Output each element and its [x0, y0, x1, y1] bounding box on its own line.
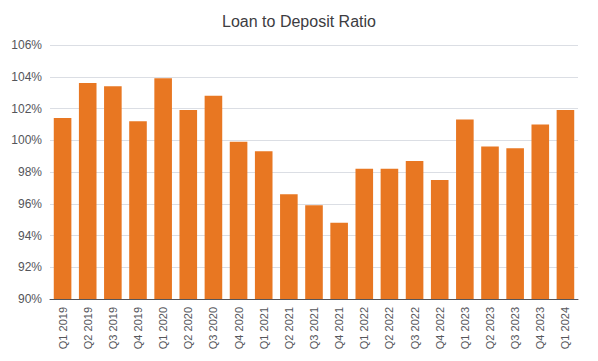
- svg-text:92%: 92%: [18, 260, 42, 274]
- svg-text:Q2 2020: Q2 2020: [182, 307, 194, 349]
- svg-text:Q1 2020: Q1 2020: [157, 307, 169, 349]
- svg-text:Q2 2023: Q2 2023: [484, 307, 496, 349]
- svg-text:Q4 2019: Q4 2019: [132, 307, 144, 349]
- svg-text:Q4 2021: Q4 2021: [333, 307, 345, 349]
- svg-text:Q1 2022: Q1 2022: [358, 307, 370, 349]
- svg-text:96%: 96%: [18, 197, 42, 211]
- svg-text:Q1 2019: Q1 2019: [57, 307, 69, 349]
- svg-text:Q3 2021: Q3 2021: [308, 307, 320, 349]
- svg-text:Q3 2019: Q3 2019: [107, 307, 119, 349]
- svg-text:98%: 98%: [18, 165, 42, 179]
- svg-text:Loan to Deposit Ratio: Loan to Deposit Ratio: [222, 13, 376, 30]
- svg-text:94%: 94%: [18, 229, 42, 243]
- svg-text:Q2 2021: Q2 2021: [283, 307, 295, 349]
- svg-text:Q1 2023: Q1 2023: [459, 307, 471, 349]
- svg-text:Q1 2021: Q1 2021: [258, 307, 270, 349]
- svg-text:Q3 2022: Q3 2022: [409, 307, 421, 349]
- svg-text:100%: 100%: [11, 133, 42, 147]
- svg-text:Q4 2020: Q4 2020: [233, 307, 245, 349]
- svg-text:Q4 2022: Q4 2022: [434, 307, 446, 349]
- svg-text:90%: 90%: [18, 292, 42, 306]
- svg-text:104%: 104%: [11, 70, 42, 84]
- svg-text:106%: 106%: [11, 38, 42, 52]
- svg-text:102%: 102%: [11, 102, 42, 116]
- svg-text:Q3 2020: Q3 2020: [207, 307, 219, 349]
- svg-text:Q2 2022: Q2 2022: [383, 307, 395, 349]
- svg-text:Q1 2024: Q1 2024: [559, 307, 571, 349]
- svg-text:Q4 2023: Q4 2023: [534, 307, 546, 349]
- svg-text:Q3 2023: Q3 2023: [509, 307, 521, 349]
- svg-text:Q2 2019: Q2 2019: [82, 307, 94, 349]
